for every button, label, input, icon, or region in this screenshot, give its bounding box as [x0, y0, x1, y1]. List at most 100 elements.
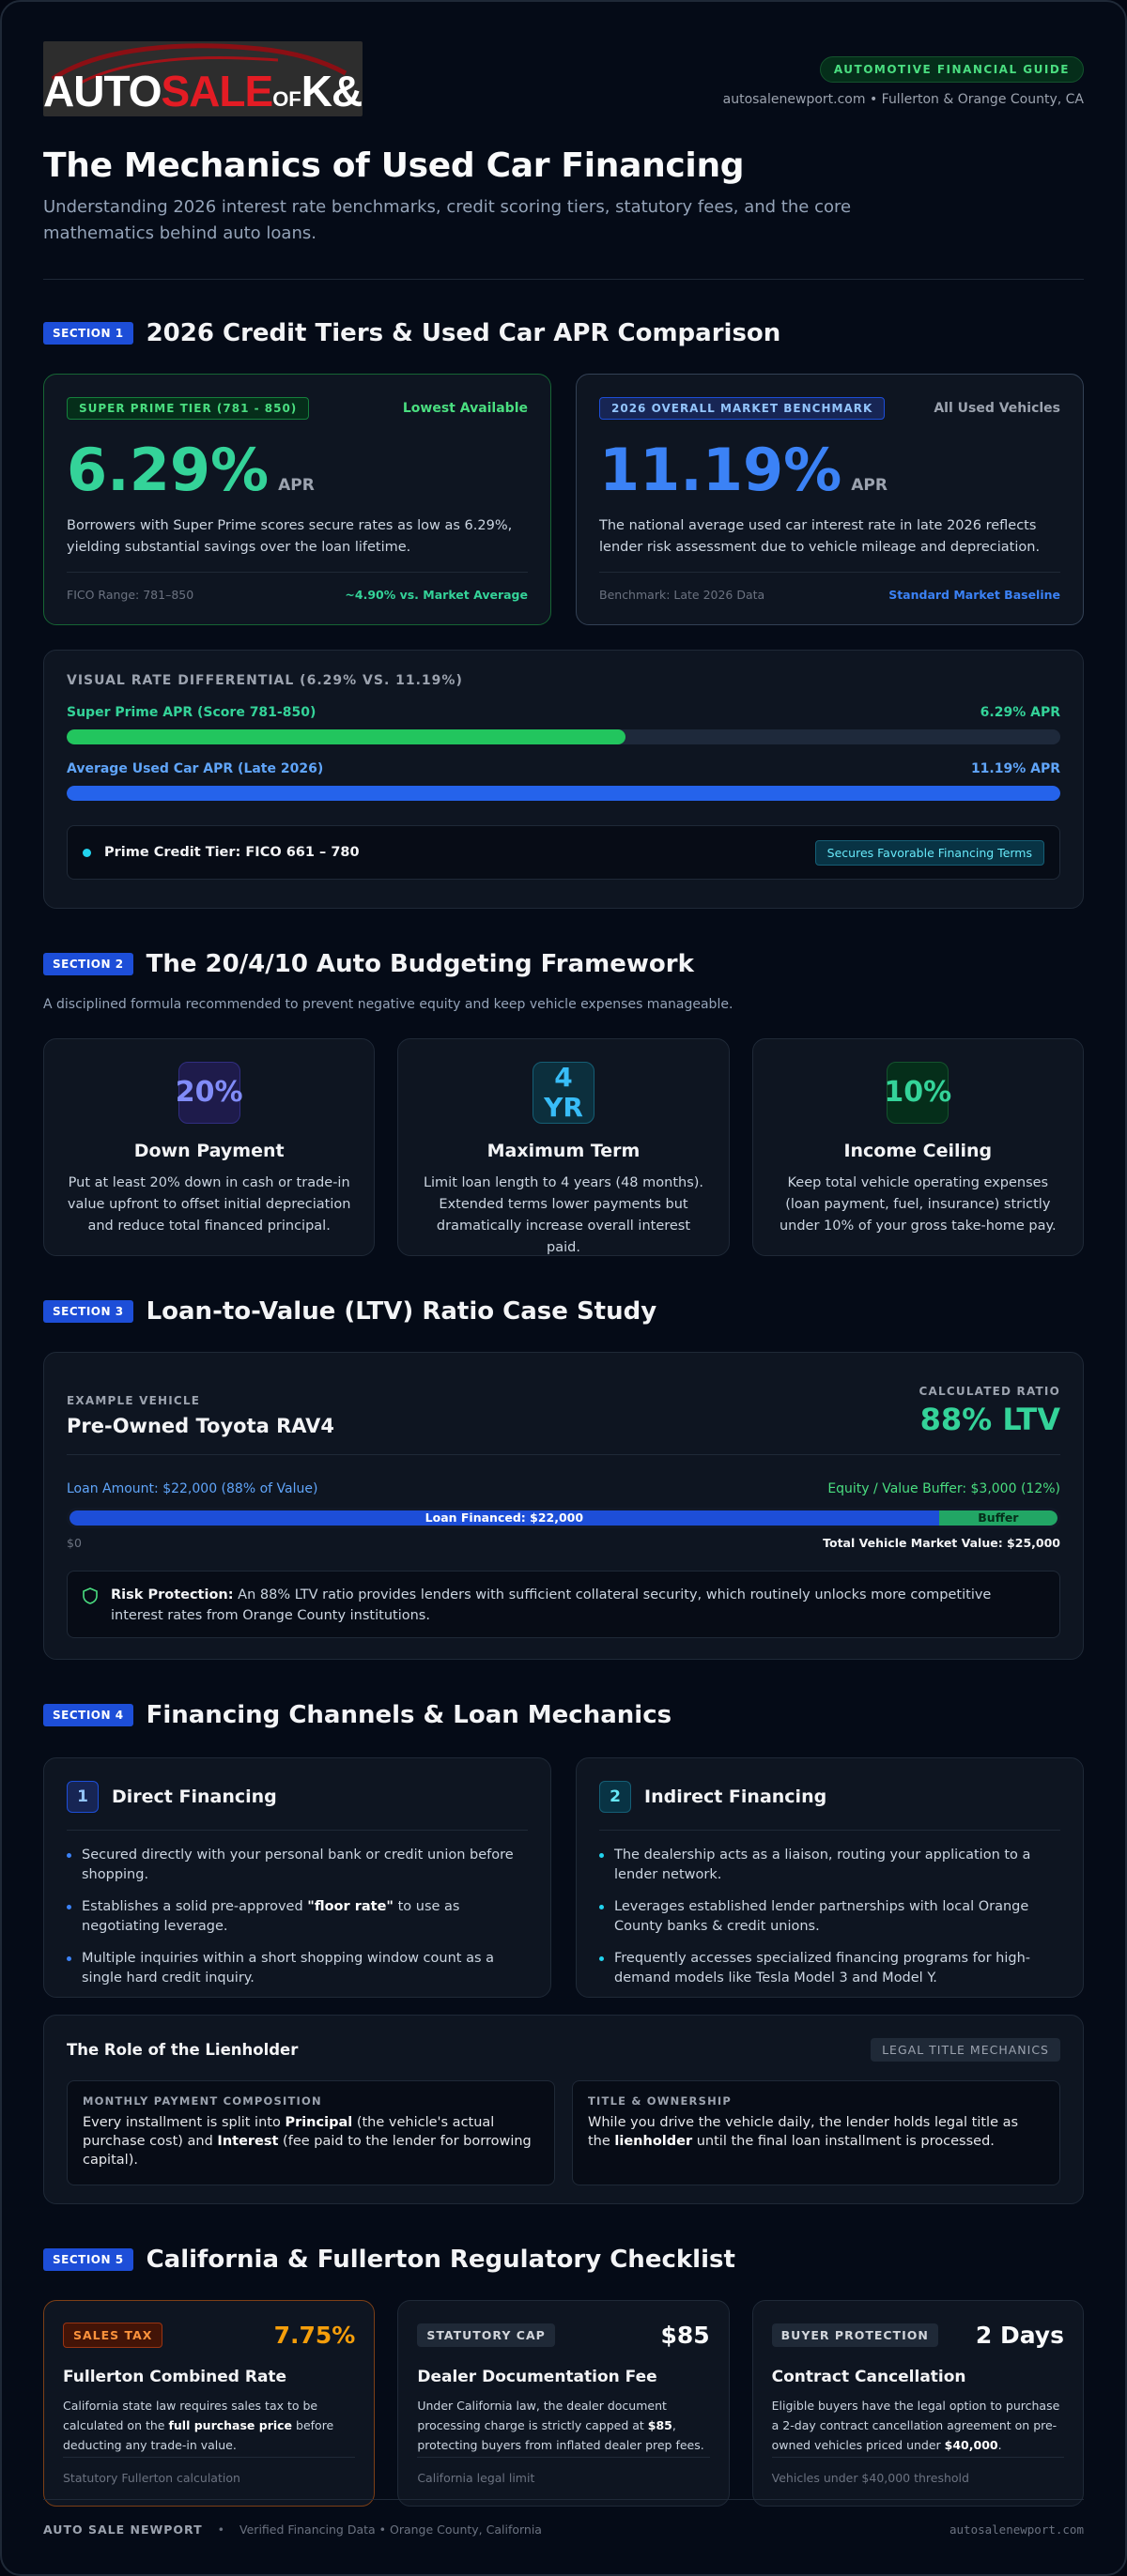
savings-note: ~4.90% vs. Market Average [345, 588, 528, 602]
section-4-header: SECTION 4 Financing Channels & Loan Mech… [43, 1701, 1084, 1729]
lienholder-tag: LEGAL TITLE MECHANICS [871, 2038, 1060, 2062]
apr-label: APR [851, 476, 888, 495]
reg-title: Fullerton Combined Rate [63, 2368, 287, 2386]
prime-tier-label: Prime Credit Tier: FICO 661 – 780 [104, 845, 360, 860]
axis-max: Total Vehicle Market Value: $25,000 [823, 1536, 1060, 1550]
section-badge: SECTION 2 [43, 953, 133, 975]
percent-icon: 20% [176, 1062, 243, 1124]
indirect-financing-card: 2 Indirect Financing The dealership acts… [576, 1757, 1084, 1998]
payment-composition-box: MONTHLY PAYMENT COMPOSITION Every instal… [67, 2080, 555, 2185]
divider [43, 279, 1084, 280]
buffer-segment: Buffer [938, 1510, 1058, 1526]
bar-track [67, 786, 1060, 801]
tier-tag: Lowest Available [402, 401, 528, 416]
list-item: Multiple inquiries within a short shoppi… [67, 1949, 528, 1988]
market-benchmark-card: 2026 OVERALL MARKET BENCHMARK All Used V… [576, 374, 1084, 625]
shield-icon [83, 1587, 98, 1604]
apr-label: APR [278, 476, 315, 495]
status-dot-icon [83, 848, 91, 857]
section-badge: SECTION 4 [43, 1704, 133, 1726]
rule-title: Maximum Term [486, 1141, 641, 1161]
tier-pill: 2026 OVERALL MARKET BENCHMARK [599, 397, 886, 420]
channel-title: Indirect Financing [644, 1786, 827, 1807]
contract-cancellation-card: BUYER PROTECTION 2 Days Contract Cancell… [751, 2300, 1084, 2507]
axis-min: $0 [67, 1536, 82, 1550]
logo[interactable]: AUTOSALEOFK&Z [43, 41, 363, 116]
income-ceiling-card: 10% Income Ceiling Keep total vehicle op… [751, 1038, 1084, 1256]
section-title: Financing Channels & Loan Mechanics [146, 1701, 672, 1729]
reg-value: 2 Days [975, 2322, 1064, 2349]
reg-value: $85 [660, 2322, 710, 2349]
list-item: Secured directly with your personal bank… [67, 1846, 528, 1885]
footer-separator: • [217, 2522, 225, 2537]
reg-footnote: Statutory Fullerton calculation [63, 2457, 356, 2485]
risk-text: An 88% LTV ratio provides lenders with s… [111, 1587, 992, 1623]
percent-icon: 10% [884, 1062, 951, 1124]
equity-label: Equity / Value Buffer: $3,000 (12%) [827, 1481, 1060, 1496]
bar-value: 11.19% APR [970, 761, 1060, 776]
market-rate: 11.19% [599, 436, 842, 504]
eyebrow: EXAMPLE VEHICLE [67, 1394, 201, 1407]
number-badge: 2 [599, 1781, 631, 1813]
list-item: Establishes a solid pre-approved "floor … [67, 1897, 528, 1937]
reg-footnote: California legal limit [417, 2457, 710, 2485]
section-2-header: SECTION 2 The 20/4/10 Auto Budgeting Fra… [43, 950, 1084, 978]
ltv-case-study-card: EXAMPLE VEHICLE Pre-Owned Toyota RAV4 CA… [43, 1352, 1084, 1660]
section-badge: SECTION 3 [43, 1300, 133, 1323]
list-item: Leverages established lender partnership… [599, 1897, 1060, 1937]
list-item: Frequently accesses specialized financin… [599, 1949, 1060, 1988]
bar-track [67, 729, 1060, 744]
reg-description: California state law requires sales tax … [63, 2399, 334, 2452]
maximum-term-card: 4 YR Maximum Term Limit loan length to 4 … [397, 1038, 730, 1256]
reg-tag: STATUTORY CAP [417, 2323, 555, 2347]
title-ownership-box: TITLE & OWNERSHIP While you drive the ve… [572, 2080, 1060, 2185]
section-note: A disciplined formula recommended to pre… [43, 997, 733, 1012]
loan-amount-label: Loan Amount: $22,000 (88% of Value) [67, 1481, 318, 1496]
eyebrow: MONTHLY PAYMENT COMPOSITION [83, 2094, 322, 2108]
direct-financing-card: 1 Direct Financing Secured directly with… [43, 1757, 551, 1998]
section-5-header: SECTION 5 California & Fullerton Regulat… [43, 2246, 1084, 2274]
guide-badge: AUTOMOTIVE FINANCIAL GUIDE [819, 56, 1084, 83]
footer-url-link[interactable]: autosalenewport.com [949, 2522, 1084, 2537]
channel-title: Direct Financing [112, 1786, 277, 1807]
super-prime-rate: 6.29% [67, 436, 270, 504]
site-info: autosalenewport.com • Fullerton & Orange… [722, 92, 1084, 107]
down-payment-card: 20% Down Payment Put at least 20% down i… [43, 1038, 376, 1256]
tier-pill: SUPER PRIME TIER (781 - 850) [67, 397, 310, 420]
page-title: The Mechanics of Used Car Financing [43, 146, 745, 185]
risk-label: Risk Protection: [111, 1587, 234, 1602]
bar-label: Super Prime APR (Score 781-850) [67, 705, 316, 720]
lienholder-title: The Role of the Lienholder [67, 2041, 299, 2059]
sales-tax-card: SALES TAX 7.75% Fullerton Combined Rate … [43, 2300, 376, 2507]
risk-protection-box: Risk Protection: An 88% LTV ratio provid… [67, 1571, 1060, 1638]
reg-tag: SALES TAX [63, 2323, 163, 2348]
prime-tier-box: Prime Credit Tier: FICO 661 – 780 Secure… [67, 825, 1060, 880]
bar-label: Average Used Car APR (Late 2026) [67, 761, 324, 776]
section-1-header: SECTION 1 2026 Credit Tiers & Used Car A… [43, 319, 1084, 347]
super-prime-card: SUPER PRIME TIER (781 - 850) Lowest Avai… [43, 374, 551, 625]
footer-verified: Verified Financing Data • Orange County,… [239, 2522, 542, 2537]
footer-brand: AUTO SALE NEWPORT [43, 2522, 203, 2537]
bar-value: 6.29% APR [980, 705, 1060, 720]
eyebrow: TITLE & OWNERSHIP [588, 2094, 732, 2108]
section-badge: SECTION 5 [43, 2248, 133, 2271]
payment-composition-text: Every installment is split into Principa… [83, 2115, 532, 2168]
reg-value: 7.75% [273, 2322, 356, 2349]
vehicle-name: Pre-Owned Toyota RAV4 [67, 1415, 334, 1437]
prime-tier-tag: Secures Favorable Financing Terms [814, 839, 1044, 866]
reg-title: Contract Cancellation [771, 2368, 966, 2386]
super-prime-bar [67, 729, 625, 744]
reg-title: Dealer Documentation Fee [417, 2368, 657, 2386]
benchmark-source: Benchmark: Late 2026 Data [599, 588, 765, 602]
section-title: Loan-to-Value (LTV) Ratio Case Study [146, 1297, 657, 1326]
baseline-note: Standard Market Baseline [888, 588, 1060, 602]
rule-title: Down Payment [133, 1141, 285, 1161]
number-badge: 1 [67, 1781, 99, 1813]
reg-description: Under California law, the dealer documen… [417, 2399, 704, 2452]
reg-footnote: Vehicles under $40,000 threshold [771, 2457, 1064, 2485]
section-title: 2026 Credit Tiers & Used Car APR Compari… [146, 319, 781, 347]
ltv-ratio: 88% LTV [919, 1402, 1060, 1437]
title-ownership-text: While you drive the vehicle daily, the l… [588, 2115, 1019, 2149]
logo-text: AUTOSALEOFK&Z [43, 67, 363, 115]
